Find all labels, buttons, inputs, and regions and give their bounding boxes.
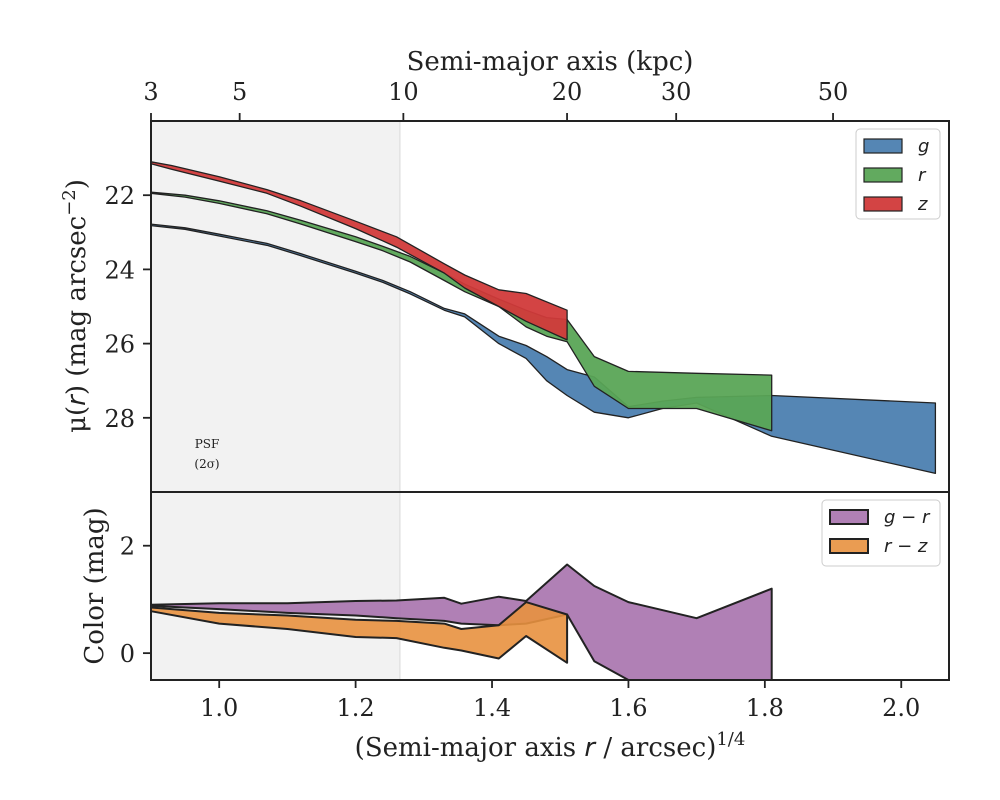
top-y-tick-label: 24 — [104, 256, 135, 284]
top-panel-shaded-region — [151, 121, 400, 492]
bottom-x-axis: 1.0 1.2 1.4 1.6 1.8 2.0 — [200, 680, 920, 722]
top-x-tick-label: 30 — [661, 78, 692, 106]
legend-label-1: r — [918, 165, 927, 186]
bottom-y-axis-label: Color (mag) — [80, 507, 110, 664]
color-panel: 02 1.0 1.2 1.4 1.6 1.8 2.0 Color (mag) (Semi-… — [80, 491, 950, 763]
legend-label-0: g − r — [884, 507, 931, 528]
top-y-tick-label: 28 — [104, 405, 135, 433]
top-y-axis-label: μ(r) (mag arcsec−2) — [59, 179, 92, 433]
legend-label-0: g — [918, 136, 929, 157]
legend-swatch-0 — [863, 138, 903, 154]
psf-annotation-line-2: (2σ) — [194, 457, 219, 471]
top-x-tick-label: 5 — [232, 78, 247, 106]
top-axis-label: Semi-major axis (kpc) — [407, 47, 694, 77]
bottom-legend: g − r r − z — [821, 499, 941, 567]
top-x-tick-label: 50 — [818, 78, 849, 106]
bottom-x-axis-label: (Semi-major axis r / arcsec)1/4 — [355, 729, 746, 763]
bottom-x-tick-label: 1.4 — [473, 694, 511, 722]
legend-label-2: z — [917, 194, 928, 215]
bottom-y-tick-label: 2 — [120, 533, 135, 561]
surface-brightness-panel: 22 24 26 28 3 5 10 20 30 50 Semi-major axis (kpc… — [59, 47, 950, 493]
band-rz-1 — [150, 601, 569, 664]
bottom-y-axis: 02 — [120, 533, 151, 668]
bottom-x-tick-label: 1.0 — [200, 694, 238, 722]
bottom-panel-frame — [150, 491, 950, 681]
bottom-x-tick-label: 1.2 — [337, 694, 375, 722]
legend-swatch-1 — [829, 538, 869, 554]
band-z-2 — [150, 161, 568, 341]
legend-swatch-0 — [829, 509, 869, 525]
bottom-x-tick-label: 1.8 — [746, 694, 784, 722]
top-y-axis: 22 24 26 28 — [104, 182, 151, 433]
top-y-tick-label: 22 — [104, 182, 135, 210]
bottom-x-tick-label: 1.6 — [609, 694, 647, 722]
top-legend: grz — [855, 128, 941, 220]
top-x-tick-label: 3 — [143, 78, 158, 106]
band-r-1 — [150, 191, 773, 432]
legend-swatch-1 — [863, 167, 903, 183]
psf-annotation-line-1: PSF — [195, 437, 220, 451]
top-x-tick-label: 10 — [388, 78, 419, 106]
top-y-tick-label: 26 — [104, 331, 135, 359]
top-secondary-axis: 3 5 10 20 30 50 — [143, 78, 848, 121]
bottom-panel-shaded-region — [151, 492, 400, 680]
bottom-y-tick-label: 0 — [120, 640, 135, 668]
top-series-layer — [150, 161, 937, 475]
legend-label-1: r − z — [884, 536, 928, 557]
bottom-x-tick-label: 2.0 — [882, 694, 920, 722]
top-x-tick-label: 20 — [552, 78, 583, 106]
legend-swatch-2 — [863, 196, 903, 212]
